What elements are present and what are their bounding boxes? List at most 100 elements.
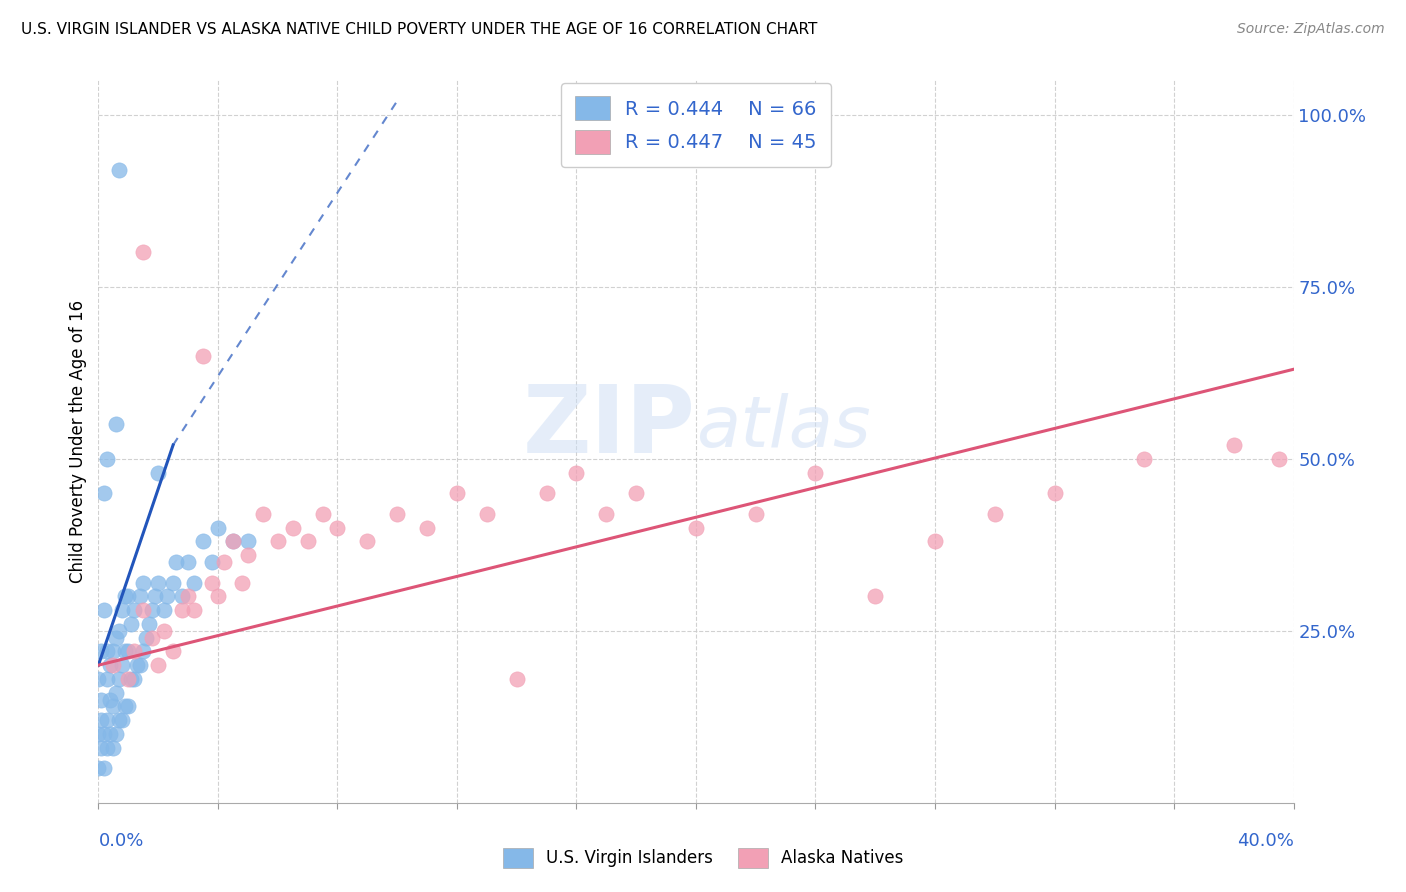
Point bbox=[93, 486, 115, 500]
Point bbox=[105, 417, 128, 432]
Point bbox=[96, 740, 118, 755]
Point bbox=[132, 603, 155, 617]
Point bbox=[1043, 486, 1066, 500]
Point bbox=[117, 644, 139, 658]
Point bbox=[120, 672, 142, 686]
Point bbox=[804, 466, 827, 480]
Point bbox=[90, 692, 112, 706]
Point bbox=[1223, 438, 1246, 452]
Point bbox=[924, 534, 946, 549]
Point bbox=[108, 672, 131, 686]
Point bbox=[87, 761, 110, 775]
Point bbox=[96, 713, 118, 727]
Point bbox=[103, 644, 125, 658]
Point bbox=[1133, 451, 1156, 466]
Point bbox=[446, 486, 468, 500]
Point bbox=[114, 590, 136, 604]
Point bbox=[93, 727, 115, 741]
Point bbox=[98, 692, 122, 706]
Point bbox=[93, 603, 115, 617]
Point bbox=[124, 672, 146, 686]
Point bbox=[475, 507, 498, 521]
Point bbox=[148, 575, 170, 590]
Point bbox=[236, 548, 259, 562]
Text: U.S. VIRGIN ISLANDER VS ALASKA NATIVE CHILD POVERTY UNDER THE AGE OF 16 CORRELAT: U.S. VIRGIN ISLANDER VS ALASKA NATIVE CH… bbox=[21, 22, 817, 37]
Point bbox=[281, 520, 304, 534]
Point bbox=[311, 507, 333, 521]
Point bbox=[191, 349, 214, 363]
Point bbox=[114, 699, 136, 714]
Point bbox=[105, 727, 128, 741]
Point bbox=[138, 616, 160, 631]
Point bbox=[90, 644, 112, 658]
Point bbox=[132, 245, 155, 260]
Point bbox=[222, 534, 245, 549]
Point bbox=[98, 727, 122, 741]
Point bbox=[129, 590, 152, 604]
Point bbox=[506, 672, 529, 686]
Point bbox=[111, 658, 134, 673]
Text: 40.0%: 40.0% bbox=[1237, 832, 1294, 850]
Text: 0.0%: 0.0% bbox=[98, 832, 143, 850]
Point bbox=[114, 644, 136, 658]
Point bbox=[356, 534, 378, 549]
Point bbox=[103, 658, 125, 673]
Point bbox=[326, 520, 349, 534]
Point bbox=[120, 616, 142, 631]
Point bbox=[162, 644, 184, 658]
Point bbox=[222, 534, 245, 549]
Point bbox=[105, 686, 128, 700]
Point bbox=[96, 672, 118, 686]
Text: atlas: atlas bbox=[696, 392, 870, 461]
Point bbox=[416, 520, 439, 534]
Point bbox=[207, 520, 229, 534]
Point bbox=[267, 534, 290, 549]
Point bbox=[626, 486, 648, 500]
Legend: U.S. Virgin Islanders, Alaska Natives: U.S. Virgin Islanders, Alaska Natives bbox=[496, 841, 910, 875]
Y-axis label: Child Poverty Under the Age of 16: Child Poverty Under the Age of 16 bbox=[69, 300, 87, 583]
Text: ZIP: ZIP bbox=[523, 381, 696, 473]
Point bbox=[207, 590, 229, 604]
Point bbox=[183, 603, 205, 617]
Point bbox=[201, 555, 224, 569]
Point bbox=[148, 466, 170, 480]
Point bbox=[231, 575, 253, 590]
Point bbox=[865, 590, 887, 604]
Point bbox=[132, 575, 155, 590]
Point bbox=[103, 699, 125, 714]
Point bbox=[124, 644, 146, 658]
Point bbox=[162, 575, 184, 590]
Point bbox=[385, 507, 409, 521]
Point bbox=[129, 658, 152, 673]
Point bbox=[98, 658, 122, 673]
Point bbox=[90, 740, 112, 755]
Point bbox=[127, 658, 149, 673]
Point bbox=[565, 466, 588, 480]
Point bbox=[96, 451, 118, 466]
Point bbox=[105, 631, 128, 645]
Point bbox=[148, 658, 170, 673]
Point bbox=[156, 590, 179, 604]
Point bbox=[212, 555, 235, 569]
Point bbox=[685, 520, 707, 534]
Point bbox=[111, 603, 134, 617]
Point bbox=[172, 590, 194, 604]
Point bbox=[143, 590, 166, 604]
Point bbox=[745, 507, 768, 521]
Point bbox=[165, 555, 187, 569]
Point bbox=[108, 713, 131, 727]
Point bbox=[183, 575, 205, 590]
Point bbox=[108, 624, 131, 638]
Point bbox=[252, 507, 274, 521]
Point bbox=[536, 486, 558, 500]
Point bbox=[984, 507, 1007, 521]
Point bbox=[132, 644, 155, 658]
Point bbox=[111, 713, 134, 727]
Point bbox=[297, 534, 319, 549]
Point bbox=[96, 644, 118, 658]
Point bbox=[236, 534, 259, 549]
Legend: R = 0.444    N = 66, R = 0.447    N = 45: R = 0.444 N = 66, R = 0.447 N = 45 bbox=[561, 83, 831, 167]
Point bbox=[595, 507, 617, 521]
Point bbox=[141, 603, 163, 617]
Point bbox=[153, 624, 176, 638]
